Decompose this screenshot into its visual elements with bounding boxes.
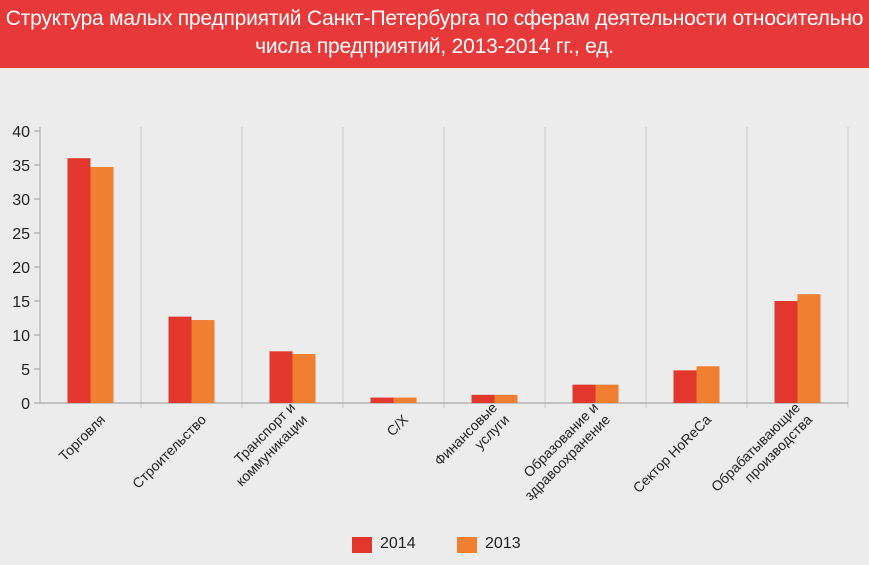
chart-title-line-2: числа предприятий, 2013-2014 гг., ед.: [255, 35, 614, 58]
bar-2013-8: [797, 294, 821, 403]
y-tick-label: 0: [21, 396, 30, 413]
y-tick-label: 40: [12, 124, 30, 141]
chart-title: Структура малых предприятий Санкт-Петерб…: [0, 0, 869, 68]
category-label: Строительство: [129, 411, 209, 491]
y-tick-label: 15: [12, 294, 30, 311]
category-label-line: Строительство: [129, 411, 209, 491]
bar-chart: 0 5 10 15 20 25 30 35 40 Торговля Строительство Тра…: [12, 124, 849, 503]
category-label-line: Сектор HoReCa: [630, 411, 715, 496]
bar-2013-1: [90, 167, 114, 403]
category-label: С/Х: [383, 411, 411, 439]
legend-label-2014: 2014: [380, 535, 416, 552]
bar-2014-3: [269, 351, 293, 403]
bar-2014-8: [774, 301, 798, 403]
bar-2014-7: [673, 370, 697, 403]
bar-2014-5: [471, 394, 495, 403]
bar-2013-7: [696, 366, 720, 403]
legend-label-2013: 2013: [485, 535, 521, 552]
bar-2013-3: [292, 354, 316, 403]
legend-swatch-2014: [352, 537, 372, 553]
bar-2013-6: [595, 384, 619, 403]
category-label: Сектор HoReCa: [630, 411, 715, 496]
category-label-line: Торговля: [55, 411, 108, 464]
bar-2014-2: [168, 316, 192, 403]
bar-2014-6: [572, 384, 596, 403]
y-tick-label: 25: [12, 226, 30, 243]
legend: 2014 2013: [0, 534, 869, 558]
category-label-line: С/Х: [383, 411, 411, 439]
y-tick-label: 10: [12, 328, 30, 345]
chart-title-line-1: Структура малых предприятий Санкт-Петерб…: [5, 7, 864, 30]
category-label: Торговля: [55, 411, 108, 464]
y-tick-label: 35: [12, 158, 30, 175]
y-tick-label: 30: [12, 192, 30, 209]
bar-2013-5: [494, 394, 518, 403]
bar-2014-1: [67, 158, 91, 403]
y-tick-label: 5: [21, 362, 30, 379]
bar-2013-4: [393, 397, 417, 403]
bar-2014-4: [370, 397, 394, 403]
y-tick-label: 20: [12, 260, 30, 277]
legend-swatch-2013: [457, 537, 477, 553]
bar-2013-2: [191, 320, 215, 403]
